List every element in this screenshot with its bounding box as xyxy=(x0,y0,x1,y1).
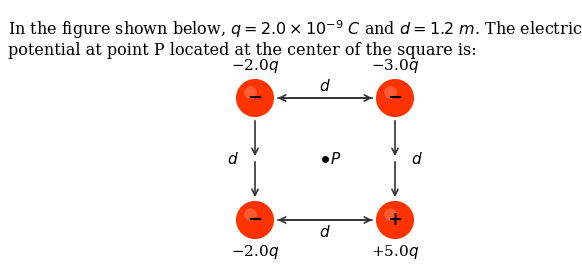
Text: $d$: $d$ xyxy=(319,224,331,240)
Circle shape xyxy=(237,202,273,238)
Circle shape xyxy=(244,208,257,221)
Text: −: − xyxy=(247,89,262,107)
Text: +: + xyxy=(388,211,403,229)
Circle shape xyxy=(384,86,397,99)
Text: −2.0$q$: −2.0$q$ xyxy=(231,57,279,75)
Text: $d$: $d$ xyxy=(411,151,423,167)
Text: potential at point P located at the center of the square is:: potential at point P located at the cent… xyxy=(8,42,477,59)
Circle shape xyxy=(377,80,413,116)
Circle shape xyxy=(377,202,413,238)
Text: In the figure shown below, $q = 2.0 \times 10^{-9}$ $C$ and $d = 1.2$ $m$. The e: In the figure shown below, $q = 2.0 \tim… xyxy=(8,18,582,41)
Text: −2.0$q$: −2.0$q$ xyxy=(231,243,279,261)
Text: $P$: $P$ xyxy=(330,151,341,167)
Text: $d$: $d$ xyxy=(227,151,239,167)
Text: −: − xyxy=(247,211,262,229)
Circle shape xyxy=(237,80,273,116)
Circle shape xyxy=(244,86,257,99)
Text: −3.0$q$: −3.0$q$ xyxy=(371,57,419,75)
Text: $d$: $d$ xyxy=(319,78,331,94)
Text: −: − xyxy=(388,89,403,107)
Circle shape xyxy=(384,208,397,221)
Text: +5.0$q$: +5.0$q$ xyxy=(371,243,419,261)
